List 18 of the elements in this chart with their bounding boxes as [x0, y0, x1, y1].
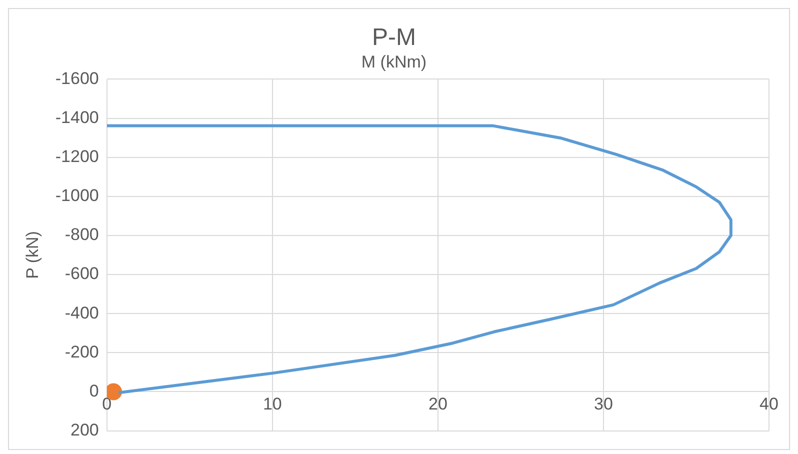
x-tick-label: 30	[594, 394, 613, 414]
y-tick-label: 200	[70, 420, 99, 440]
y-tick-label: -800	[64, 225, 99, 244]
chart-title: P-M	[372, 24, 416, 52]
y-axis-title: P (kN)	[22, 231, 42, 279]
y-tick-label: -1000	[55, 186, 99, 206]
y-tick-label: -200	[64, 342, 99, 362]
x-tick-label: 40	[760, 394, 778, 414]
y-tick-label: -1200	[55, 147, 99, 166]
y-tick-label: -600	[64, 264, 99, 284]
y-tick-label: -1600	[55, 68, 99, 88]
x-tick-label: 20	[428, 394, 448, 414]
y-tick-label: -400	[64, 303, 99, 322]
y-tick-label: -1400	[55, 108, 99, 127]
y-tick-label: 0	[89, 381, 99, 400]
x-tick-label: 0	[102, 394, 112, 414]
x-tick-label: 10	[262, 394, 282, 414]
x-axis-title: M (kNm)	[361, 52, 427, 72]
